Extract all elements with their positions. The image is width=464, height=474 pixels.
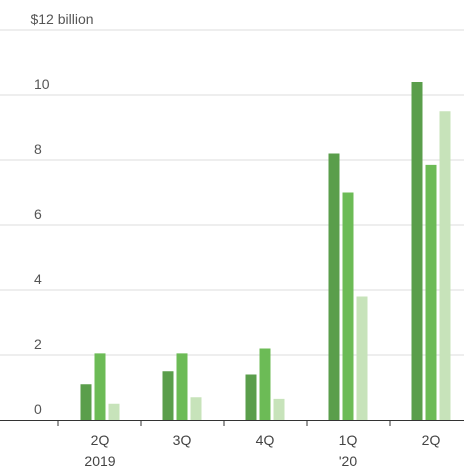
x-tick-label: 2Q bbox=[422, 432, 441, 448]
x-tick-label: 1Q bbox=[339, 432, 358, 448]
bar bbox=[411, 82, 423, 420]
gridlines bbox=[0, 29, 464, 356]
y-axis-tick-labels: $12 billion 10 8 6 4 2 0 bbox=[30, 11, 93, 417]
x-tick-label: 4Q bbox=[256, 432, 275, 448]
bar bbox=[342, 192, 354, 420]
bar bbox=[80, 384, 92, 420]
y-tick-label: 8 bbox=[34, 141, 42, 157]
bar bbox=[439, 111, 451, 420]
bar bbox=[94, 353, 106, 420]
x-tick-sublabel: '20 bbox=[339, 453, 357, 469]
bar bbox=[425, 164, 437, 420]
bars bbox=[80, 82, 451, 420]
bar bbox=[108, 403, 120, 420]
y-tick-label: $12 billion bbox=[30, 11, 93, 27]
bar bbox=[259, 348, 271, 420]
bar bbox=[162, 371, 174, 420]
y-tick-label: 0 bbox=[34, 401, 42, 417]
x-tick-label: 3Q bbox=[173, 432, 192, 448]
bar bbox=[190, 397, 202, 420]
y-tick-label: 2 bbox=[34, 336, 42, 352]
y-tick-label: 10 bbox=[34, 76, 50, 92]
bar bbox=[356, 296, 368, 420]
bar bbox=[328, 153, 340, 420]
x-tick-label: 2Q bbox=[91, 432, 110, 448]
bar bbox=[176, 353, 188, 420]
x-tick-sublabel: 2019 bbox=[84, 453, 115, 469]
x-axis-tick-labels: 2Q 2019 3Q 4Q 1Q '20 2Q bbox=[84, 432, 440, 469]
bar bbox=[273, 398, 285, 420]
y-tick-label: 4 bbox=[34, 271, 42, 287]
x-axis-tick-marks bbox=[57, 420, 391, 426]
bar bbox=[245, 374, 257, 420]
y-tick-label: 6 bbox=[34, 206, 42, 222]
